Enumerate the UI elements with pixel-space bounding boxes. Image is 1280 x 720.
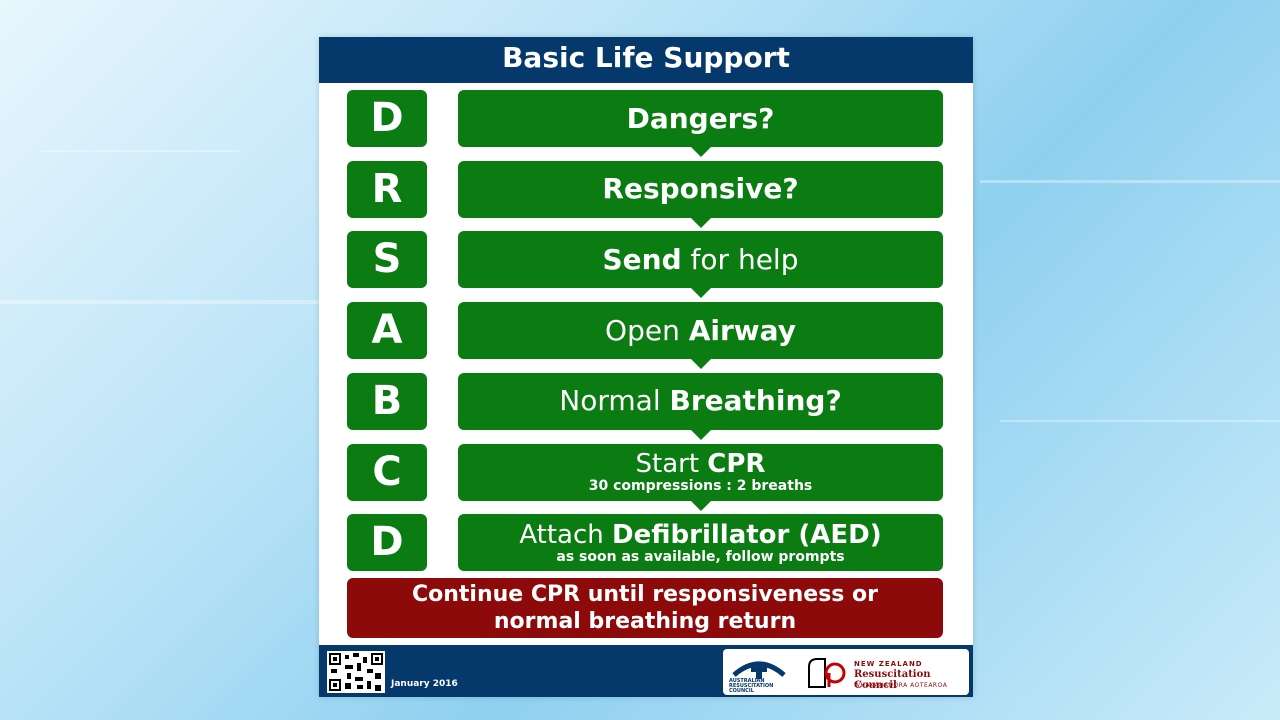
down-arrow-icon	[689, 146, 712, 157]
poster-date: January 2016	[391, 679, 458, 689]
poster-footer: January 2016 AUSTRALIAN RESUSCITATION CO…	[319, 645, 973, 697]
poster-title: Basic Life Support	[319, 37, 973, 83]
step-letter: R	[347, 160, 427, 218]
qr-code-icon	[327, 651, 385, 693]
continue-line-1: Continue CPR until responsiveness or	[411, 582, 879, 607]
step-box: Attach Defibrillator (AED) as soon as ava…	[458, 514, 943, 572]
down-arrow-icon	[689, 499, 712, 511]
step-box: Send for help	[458, 231, 943, 299]
step-title-part: for help	[681, 242, 799, 276]
step-title-part: Attach	[519, 519, 613, 550]
step-row: C Start CPR 30 compressions : 2 breaths	[319, 443, 973, 511]
step-title: Normal Breathing?	[458, 385, 943, 417]
step-letter: S	[347, 231, 427, 289]
step-row: D Attach Defibrillator (AED) as soon as av…	[319, 514, 973, 572]
step-title-part: Dangers?	[626, 101, 775, 135]
nzrc-line-1: NEW ZEALAND	[854, 660, 923, 668]
step-box: Start CPR 30 compressions : 2 breaths	[458, 443, 943, 511]
step-title: Responsive?	[458, 173, 943, 205]
step-letter: B	[347, 372, 427, 430]
step-title: Dangers?	[458, 101, 943, 135]
step-title: Attach Defibrillator (AED)	[458, 521, 943, 549]
step-row: B Normal Breathing?	[319, 372, 973, 440]
step-letter: D	[347, 514, 427, 572]
step-box: Normal Breathing?	[458, 372, 943, 440]
arc-logo-text: AUSTRALIAN RESUSCITATION COUNCIL	[729, 678, 774, 694]
step-box: Open Airway	[458, 302, 943, 370]
step-title-part: Airway	[688, 313, 796, 347]
nzrc-line-3: WHAKAHAUORA AOTEAROA	[854, 682, 948, 689]
arc-logo-icon	[732, 661, 786, 679]
step-subtitle: as soon as available, follow prompts	[556, 548, 845, 565]
step-box: Responsive?	[458, 160, 943, 228]
step-box: Dangers?	[458, 90, 943, 157]
step-subtitle: 30 compressions : 2 breaths	[588, 478, 813, 494]
continue-line-2: normal breathing return	[493, 609, 797, 634]
step-title-part: Normal	[559, 384, 670, 418]
down-arrow-icon	[689, 216, 712, 228]
down-arrow-icon	[689, 428, 712, 440]
step-title-part: Send	[602, 242, 682, 276]
step-title: Send for help	[458, 242, 943, 276]
step-title-part: Open	[605, 313, 689, 347]
step-row: S Send for help	[319, 231, 973, 299]
step-title-part: Responsive?	[602, 172, 799, 206]
nzrc-logo-icon	[808, 658, 846, 688]
nzrc-line-2: Resuscitation Council	[854, 669, 931, 691]
step-row: R Responsive?	[319, 160, 973, 228]
step-title-part: CPR	[707, 449, 766, 479]
continue-cpr-box: Continue CPR until responsiveness or nor…	[347, 578, 943, 638]
step-row: A Open Airway	[319, 302, 973, 370]
step-letter: D	[347, 90, 427, 147]
step-row: D Dangers?	[319, 90, 973, 157]
step-title: Open Airway	[458, 313, 943, 347]
down-arrow-icon	[689, 358, 712, 370]
logos-panel: AUSTRALIAN RESUSCITATION COUNCIL NEW ZEA…	[723, 649, 969, 695]
step-title-part: Defibrillator (AED)	[612, 519, 882, 550]
step-title-part: Start	[635, 449, 708, 479]
bls-poster: Basic Life Support D Dangers? R Responsive?…	[319, 37, 973, 697]
step-letter: C	[347, 443, 427, 501]
step-letter: A	[347, 302, 427, 360]
down-arrow-icon	[689, 287, 712, 299]
step-title-part: Breathing?	[669, 384, 842, 418]
step-title: Start CPR	[458, 450, 943, 478]
